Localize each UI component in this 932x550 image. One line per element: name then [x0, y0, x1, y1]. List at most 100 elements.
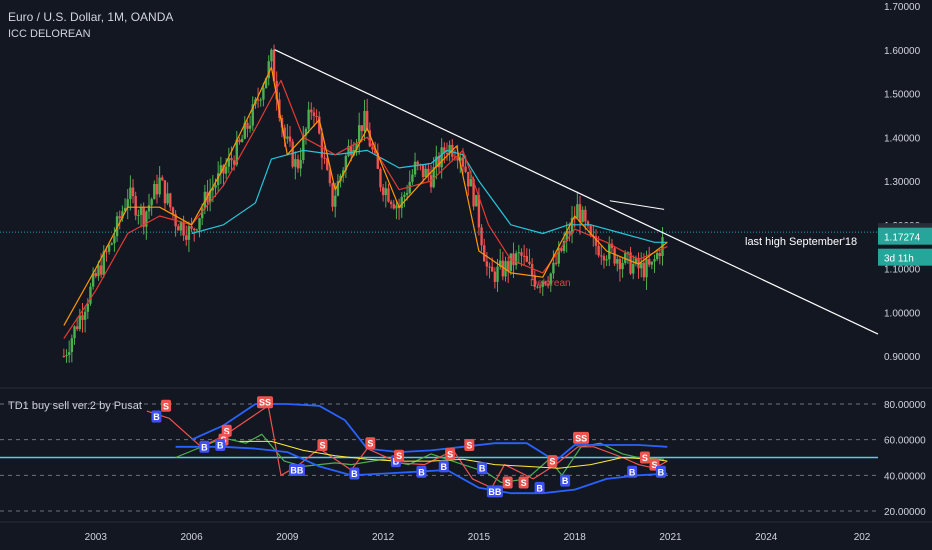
- candle-body: [310, 109, 313, 113]
- candle-body: [658, 252, 662, 256]
- sell-signal-marker: [394, 449, 405, 462]
- candle-body: [637, 257, 640, 269]
- candle-body: [629, 252, 632, 274]
- delorean-label: Delorean: [530, 278, 571, 289]
- candle-body: [350, 145, 353, 156]
- candle-body: [185, 235, 188, 240]
- candle-body: [153, 183, 156, 200]
- candle-body: [381, 187, 385, 196]
- buy-signal-marker: [477, 462, 488, 475]
- candle-body: [387, 188, 390, 202]
- candle-body: [304, 128, 308, 136]
- candle-body: [512, 253, 515, 266]
- indicator-tick-label: 80.00000: [884, 400, 926, 411]
- candle-body: [182, 222, 185, 236]
- candle-body: [147, 205, 151, 212]
- candle-body: [493, 271, 497, 282]
- candle-body: [589, 225, 592, 236]
- price-tick-label: 1.40000: [884, 133, 921, 144]
- candle-body: [642, 262, 646, 278]
- sell-signal-label: S: [396, 451, 402, 461]
- candle-body: [621, 262, 624, 270]
- indicator-tick-label: 40.00000: [884, 471, 926, 482]
- candle-body: [288, 136, 292, 142]
- candle-body: [461, 157, 465, 167]
- candle-body: [459, 157, 462, 161]
- candle-body: [94, 273, 97, 277]
- candle-body: [208, 190, 212, 203]
- time-tick-label: 2015: [468, 532, 491, 543]
- candle-body: [296, 159, 300, 169]
- candle-body: [121, 211, 124, 219]
- time-tick-label: 2021: [659, 532, 682, 543]
- buy-signal-marker: [655, 465, 666, 478]
- candle-body: [496, 266, 499, 282]
- study-label: ICC DELOREAN: [8, 28, 91, 40]
- candle-body: [655, 252, 659, 260]
- candle-body: [376, 152, 380, 169]
- buy-signal-marker: [486, 485, 503, 498]
- sell-signal-marker: [317, 439, 328, 452]
- candle-body: [546, 283, 550, 285]
- candle-body: [437, 156, 441, 168]
- buy-signal-label: B: [479, 464, 486, 474]
- buy-signal-label: B: [217, 441, 224, 451]
- candle-body: [562, 241, 566, 251]
- price-tick-label: 1.60000: [884, 46, 921, 57]
- candle-body: [235, 139, 238, 165]
- candle-body: [480, 227, 483, 246]
- candle-body: [227, 158, 231, 167]
- sell-signal-marker: [445, 447, 456, 460]
- buy-signal-label: B: [201, 442, 208, 452]
- candle-body: [624, 253, 627, 263]
- candle-body: [129, 187, 132, 200]
- sell-signal-label: S: [652, 460, 658, 470]
- time-tick-label: 2006: [180, 532, 203, 543]
- candle-body: [105, 251, 108, 253]
- candle-body: [115, 216, 119, 237]
- sell-signal-label: S: [319, 441, 325, 451]
- buy-signal-label: BB: [488, 487, 501, 497]
- candle-body: [232, 160, 236, 165]
- candle-body: [485, 261, 489, 267]
- candle-body: [256, 99, 260, 101]
- buy-signal-marker: [416, 465, 427, 478]
- candle-body: [240, 138, 244, 143]
- buy-signal-label: B: [153, 412, 160, 422]
- sell-signal-marker: [464, 439, 475, 452]
- candle-body: [440, 147, 443, 168]
- candle-body: [536, 286, 539, 288]
- candle-body: [142, 207, 145, 227]
- sell-signal-label: S: [549, 457, 555, 467]
- candle-body: [400, 196, 403, 209]
- candle-body: [286, 136, 289, 139]
- sell-signal-marker: [547, 455, 558, 468]
- candle-body: [334, 195, 337, 207]
- candle-body: [270, 49, 273, 62]
- sell-signal-marker: [256, 396, 273, 409]
- sell-signal-label: S: [521, 478, 527, 488]
- candle-body: [118, 216, 121, 219]
- candle-body: [171, 207, 175, 215]
- candle-body: [307, 109, 310, 129]
- candle-body: [179, 222, 183, 231]
- candle-body: [137, 214, 140, 216]
- candle-body: [331, 183, 334, 207]
- current-price: 1.17274: [884, 233, 921, 244]
- candle-body: [315, 116, 318, 118]
- candle-body: [581, 209, 584, 222]
- time-tick-label: 2018: [564, 532, 587, 543]
- candle-body: [557, 248, 560, 264]
- candle-body: [283, 127, 286, 139]
- indicator-red-line: [146, 405, 668, 489]
- candle-body: [312, 112, 316, 117]
- time-tick-label: 2024: [755, 532, 778, 543]
- candle-body: [392, 204, 395, 209]
- candle-body: [538, 286, 542, 288]
- buy-signal-label: B: [536, 483, 543, 493]
- candle-body: [597, 245, 600, 256]
- indicator-blue-upper-line: [191, 403, 668, 463]
- ema-slow-line: [63, 79, 668, 339]
- last-high-annotation: last high September'18: [745, 236, 857, 248]
